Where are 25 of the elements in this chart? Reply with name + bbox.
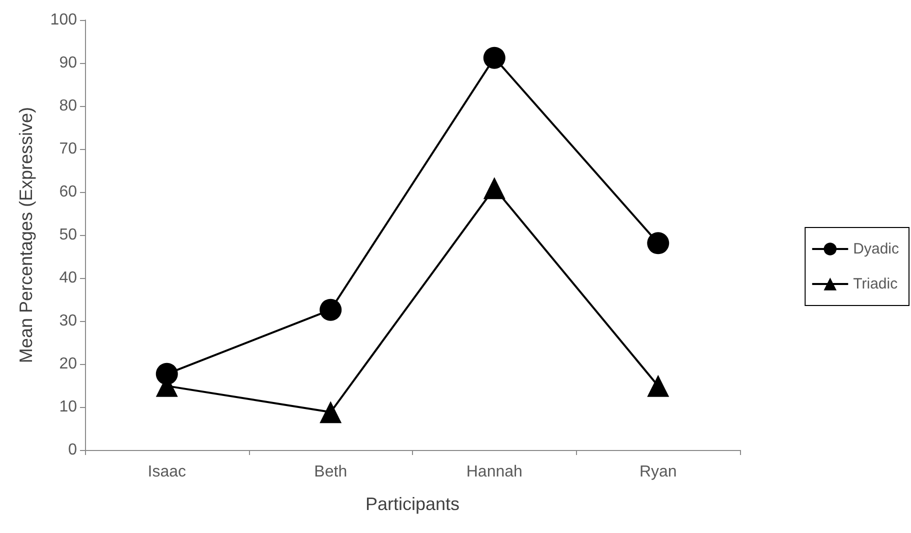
y-tick-label: 80 xyxy=(59,98,78,114)
x-tick-label: Beth xyxy=(314,464,348,480)
point xyxy=(647,232,670,254)
legend-label: Triadic xyxy=(853,276,898,292)
y-tick-label: 10 xyxy=(59,398,78,416)
x-tick-label: Isaac xyxy=(148,464,186,480)
point xyxy=(647,374,670,397)
y-tick-label: 20 xyxy=(59,356,78,372)
x-tick-label: Hannah xyxy=(466,464,522,480)
y-tick-label: 100 xyxy=(50,12,78,28)
y-tick-label: 90 xyxy=(59,54,78,72)
y-axis-title: Mean Percentages (Expressive) xyxy=(16,106,36,364)
y-tick-label: 0 xyxy=(68,442,78,458)
point xyxy=(320,298,342,321)
y-tick-label: 50 xyxy=(59,226,78,244)
legend-label: Dyadic xyxy=(853,240,900,258)
point xyxy=(483,46,506,69)
x-tick-label: Ryan xyxy=(639,464,677,480)
point xyxy=(483,177,506,200)
y-tick-label: 30 xyxy=(59,312,78,330)
x-axis-title: Participants xyxy=(365,494,460,514)
y-tick-label: 40 xyxy=(59,270,78,286)
y-tick-label: 60 xyxy=(59,184,78,200)
y-tick-label: 70 xyxy=(59,140,78,158)
point xyxy=(320,401,342,424)
